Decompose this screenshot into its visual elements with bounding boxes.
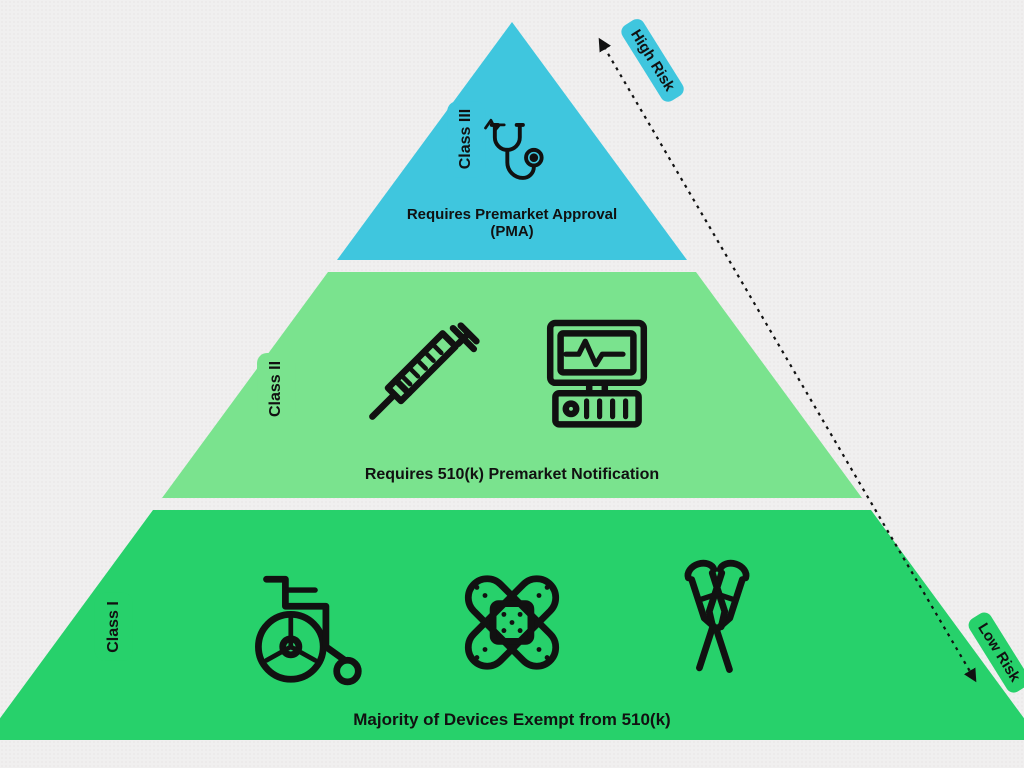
risk-arrow: [0, 0, 1024, 768]
diagram-stage: Class III Requires Premarket Approval (P…: [0, 0, 1024, 768]
